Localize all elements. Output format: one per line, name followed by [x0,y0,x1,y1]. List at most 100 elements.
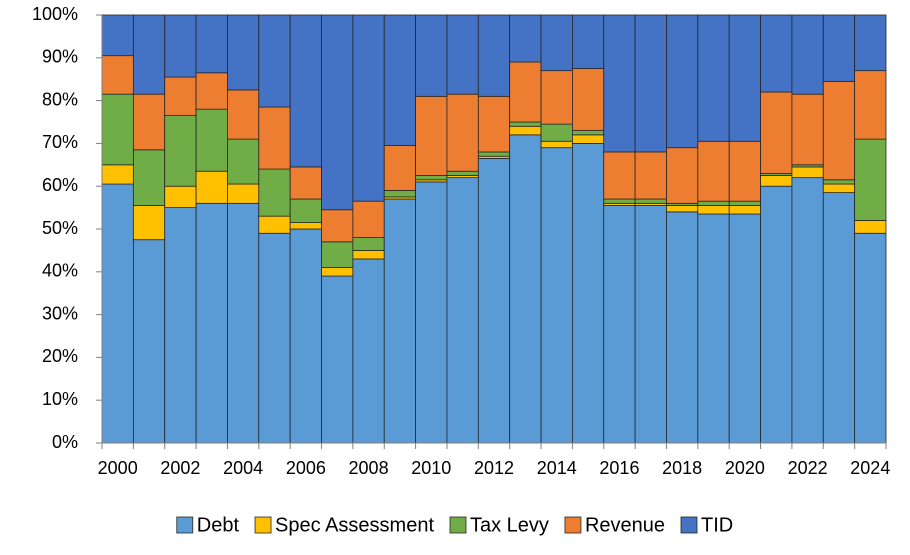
bar-segment [321,209,354,243]
bar-segment [352,237,385,251]
legend-swatch [680,516,698,534]
bar-segment [383,145,416,191]
bar-segment [446,170,479,176]
x-tick-label: 2020 [725,458,765,478]
bar-segment [321,14,354,211]
bar-segment [227,183,260,204]
bar-segment [195,108,228,172]
bar-segment [258,14,291,108]
legend-label: Tax Levy [470,514,549,536]
bar-segment [164,185,197,208]
bar-segment [760,175,793,187]
bar-segment [634,198,667,204]
bar-segment [791,14,824,95]
bar-segment [195,170,228,204]
bar-segment [132,205,166,241]
bar-segment [822,179,856,185]
bar-segment [101,55,134,95]
bar-segment [383,190,416,198]
x-tick-label: 2000 [98,458,138,478]
bar-segment [728,14,761,142]
bar-segment [509,14,542,63]
y-tick-label: 90% [42,47,78,67]
bar-segment [164,14,197,78]
bar-segment [666,211,699,444]
bar-segment [132,14,166,95]
bar-segment [509,121,542,127]
bar-segment [540,70,573,125]
bar-segment [101,14,134,57]
x-tick-label: 2008 [349,458,389,478]
bar-segment [227,14,260,91]
bar-segment [634,151,667,200]
y-tick-label: 50% [42,218,78,238]
bar-segment [603,151,636,200]
bar-segment [289,166,322,200]
bar-segment [854,14,887,72]
bar-segment [603,205,636,444]
bar-segment [101,164,134,185]
bar-segment [666,14,699,149]
bar-segment [728,205,761,215]
bar-segment [540,140,573,149]
bar-segment [728,140,761,202]
bar-segment [352,258,385,444]
bar-segment [822,80,856,181]
bar-segment [760,185,793,444]
bar-segment [321,275,354,444]
bar-segment [634,14,667,153]
bar-segment [634,205,667,444]
bar-segment [760,91,793,174]
x-tick-label: 2014 [537,458,577,478]
bar-segment [446,14,479,95]
bar-segment [791,177,824,444]
bar-segment [227,202,260,444]
bar-segment [195,202,228,444]
bar-segment [666,147,699,204]
bar-segment [195,14,228,74]
legend-label: Spec Assessment [275,514,434,536]
bar-segment [132,149,166,206]
bar-segment [509,134,542,444]
bar-segment [697,14,730,142]
bar-segment [446,93,479,172]
bar-segment [321,267,354,277]
bar-segment [321,241,354,268]
legend-label: Debt [197,514,240,536]
bar-segment [697,140,730,202]
x-tick-label: 2018 [662,458,702,478]
bar-segment [540,147,573,444]
bar-segment [352,249,385,260]
bar-segment [164,115,197,187]
bar-segment [728,200,761,206]
legend-label: TID [701,514,733,536]
bar-segment [477,95,511,153]
bar-segment [822,192,856,444]
bar-segment [352,14,385,202]
bar-segment [195,72,228,110]
y-tick-label: 60% [42,175,78,195]
bar-segment [791,166,824,179]
bar-segment [509,61,542,123]
bar-segment [289,222,322,230]
bar-segment [760,14,793,93]
bar-segment [572,14,605,69]
bar-segment [101,183,134,444]
bar-segment [415,95,448,176]
bar-segment [603,14,636,153]
x-tick-label: 2002 [160,458,200,478]
bar-segment [289,198,322,223]
bar-segment [383,198,416,444]
y-tick-label: 0% [52,432,78,452]
bar-segment [728,213,761,444]
bar-segment [415,175,448,181]
y-tick-label: 100% [32,4,78,24]
x-tick-label: 2016 [599,458,639,478]
bar-segment [572,130,605,136]
x-tick-label: 2004 [223,458,263,478]
bar-segment [603,198,636,204]
y-tick-label: 80% [42,89,78,109]
bar-segment [164,207,197,444]
bar-segment [132,239,166,444]
bar-segment [415,14,448,97]
